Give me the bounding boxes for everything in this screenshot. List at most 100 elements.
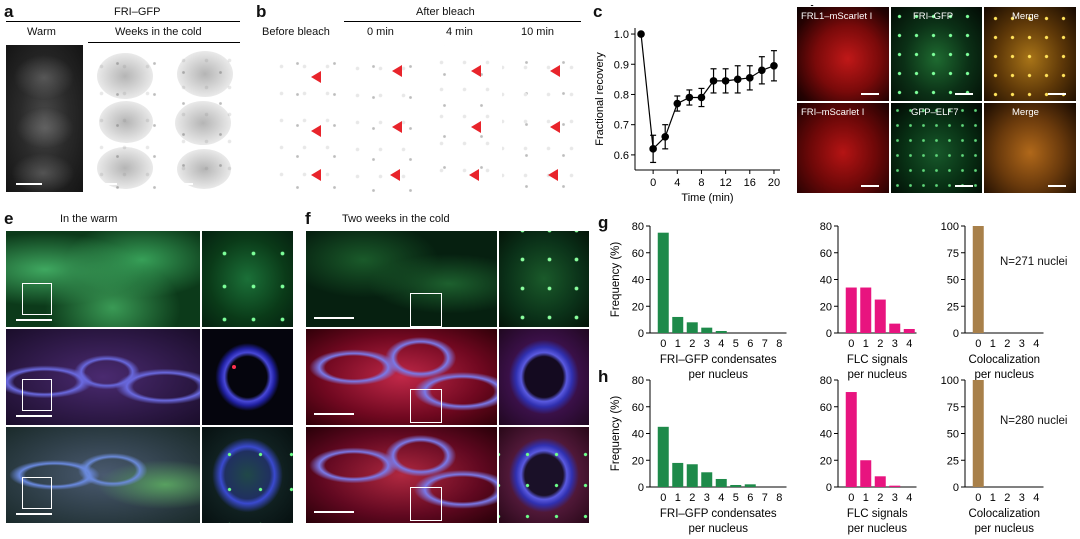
- panel-b-after-header: After bleach: [416, 6, 475, 18]
- panel-f-title: Two weeks in the cold: [342, 213, 450, 225]
- x-tick-label: 3: [704, 338, 710, 350]
- x-axis-label: Time (min): [681, 192, 733, 204]
- x-tick-label: 6: [747, 492, 753, 504]
- image-number-2: 2: [168, 48, 176, 63]
- inset-box: [22, 477, 52, 509]
- micrograph-d-fri-scarlet: FRI–mScarlet I: [796, 102, 890, 194]
- y-tick-label: 80: [820, 375, 832, 387]
- bleach-arrow: [471, 121, 481, 133]
- scale-bar: [955, 93, 973, 95]
- y-tick-label: 0: [826, 482, 832, 494]
- micrograph-f-gfp: [305, 230, 498, 328]
- y-tick-label: 60: [632, 248, 644, 260]
- histogram-bar: [730, 484, 742, 487]
- panel-e-title: In the warm: [60, 213, 118, 225]
- micrograph-d-merge-1: Merge: [983, 6, 1077, 102]
- micrograph-d-gfp-elf7: GFP–ELF7: [890, 102, 983, 194]
- x-tick-label: 6: [747, 338, 753, 350]
- x-tick-label: 4: [674, 177, 680, 189]
- micrograph-e-merge-inset: [201, 426, 294, 524]
- x-axis-label: FLC signals: [847, 354, 908, 366]
- bleach-arrow: [311, 125, 321, 137]
- scale-bar: [16, 415, 52, 417]
- x-tick-label: 1: [863, 492, 869, 504]
- x-tick-label: 0: [848, 338, 854, 350]
- x-tick-label: 1: [990, 492, 996, 504]
- x-axis-label: FRI–GFP condensates: [660, 508, 777, 520]
- n-nuclei-g: N=271 nuclei: [1000, 256, 1068, 268]
- x-axis-label: per nucleus: [975, 523, 1035, 535]
- panel-label-b: b: [256, 2, 267, 21]
- micrograph-f-flc: [305, 328, 498, 426]
- y-tick-label: 50: [947, 429, 959, 441]
- x-tick-label: 4: [906, 338, 912, 350]
- x-axis-label: FRI–GFP condensates: [660, 354, 777, 366]
- bleach-arrow: [469, 169, 479, 181]
- x-axis-label: FLC signals: [847, 508, 908, 520]
- x-tick-label: 1: [675, 338, 681, 350]
- data-point: [721, 77, 730, 85]
- inset-box: [410, 487, 442, 521]
- y-tick-label: 20: [632, 455, 644, 467]
- scale-bar: [314, 511, 354, 513]
- micrograph-f-gfp-inset: [498, 230, 590, 328]
- panel-b-time-4: 4 min: [446, 26, 473, 38]
- channel-label: FRI–GFP: [913, 11, 954, 22]
- x-axis-label: per nucleus: [848, 523, 908, 535]
- x-tick-label: 2: [689, 338, 695, 350]
- micrograph-a-cold-2: 2: [162, 44, 240, 193]
- x-tick-label: 2: [1004, 338, 1010, 350]
- scale-bar: [861, 185, 879, 187]
- y-tick-label: 75: [947, 248, 959, 260]
- panel-a-cold-rule: [88, 42, 240, 43]
- y-tick-label: 0: [638, 328, 644, 340]
- y-tick-label: 0: [826, 328, 832, 340]
- data-point: [758, 66, 766, 75]
- x-tick-label: 3: [1019, 492, 1025, 504]
- scale-bar: [861, 93, 879, 95]
- histogram-bar: [701, 472, 713, 487]
- x-axis-label: per nucleus: [975, 369, 1035, 381]
- x-tick-label: 7: [762, 338, 768, 350]
- x-tick-label: 16: [744, 177, 756, 189]
- micrograph-b-0min: [343, 44, 422, 193]
- data-point: [685, 93, 694, 102]
- micrograph-f-merge-inset: [498, 426, 590, 524]
- x-tick-label: 2: [1004, 492, 1010, 504]
- inset-box: [22, 283, 52, 315]
- channel-label: GFP–ELF7: [911, 107, 959, 118]
- y-tick-label: 40: [632, 275, 644, 287]
- y-tick-label: 80: [820, 221, 832, 233]
- histogram-bar: [860, 460, 872, 487]
- histogram-bar: [672, 316, 684, 333]
- x-tick-label: 1: [675, 492, 681, 504]
- scale-bar: [317, 183, 337, 185]
- x-tick-label: 3: [704, 492, 710, 504]
- bleach-arrow: [392, 65, 402, 77]
- scale-bar: [396, 183, 416, 185]
- micrograph-e-gfp: [5, 230, 201, 328]
- data-point: [745, 74, 754, 82]
- panel-b-before-label: Before bleach: [262, 26, 330, 38]
- x-tick-label: 7: [762, 492, 768, 504]
- x-tick-label: 3: [1019, 338, 1025, 350]
- channel-label: FRL1–mScarlet I: [801, 11, 873, 22]
- panel-a-cold-label: Weeks in the cold: [115, 26, 202, 38]
- x-tick-label: 0: [975, 338, 981, 350]
- recovery-line: [640, 33, 775, 151]
- micrograph-b-before: [264, 44, 343, 193]
- x-tick-label: 0: [975, 492, 981, 504]
- y-tick-label: 100: [941, 221, 959, 233]
- y-tick-label: 0.9: [614, 59, 629, 71]
- y-tick-label: 0: [953, 482, 959, 494]
- x-tick-label: 5: [733, 338, 739, 350]
- x-tick-label: 2: [877, 338, 883, 350]
- y-tick-label: 80: [632, 221, 644, 233]
- bleach-arrow: [390, 169, 400, 181]
- y-axis-label: Fractional recovery: [594, 52, 606, 146]
- x-tick-label: 5: [733, 492, 739, 504]
